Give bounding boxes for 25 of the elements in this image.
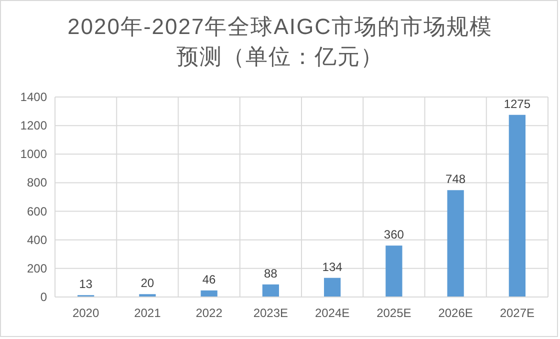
y-tick-label: 1400 — [20, 90, 48, 104]
y-tick-label: 800 — [26, 176, 48, 190]
data-label: 20 — [140, 276, 154, 290]
x-tick-label: 2027E — [500, 306, 535, 320]
y-tick-label: 400 — [26, 232, 48, 247]
data-label: 360 — [384, 228, 404, 242]
x-tick-label: 2020 — [72, 306, 100, 320]
x-tick-label: 2021 — [134, 306, 162, 320]
x-tick-label: 2025E — [376, 306, 412, 320]
x-tick-label: 2022 — [196, 306, 223, 320]
x-tick-label: 2024E — [314, 306, 350, 320]
y-tick-label: 0 — [40, 290, 48, 304]
data-label: 13 — [79, 277, 93, 292]
data-label: 46 — [202, 272, 216, 286]
data-label: 748 — [446, 172, 466, 186]
y-tick-label: 1000 — [20, 147, 48, 162]
y-tick-label: 200 — [26, 261, 48, 276]
data-label: 88 — [264, 266, 278, 280]
y-tick-label: 1200 — [20, 118, 48, 133]
data-label: 134 — [322, 260, 343, 274]
data-label: 1275 — [504, 96, 531, 111]
chart-title: 2020年-2027年全球AIGC市场的市场规模预测（单位：亿元） — [66, 13, 494, 71]
y-tick-label: 600 — [26, 204, 48, 218]
x-tick-label: 2023E — [253, 306, 288, 320]
x-tick-label: 2026E — [438, 306, 473, 320]
